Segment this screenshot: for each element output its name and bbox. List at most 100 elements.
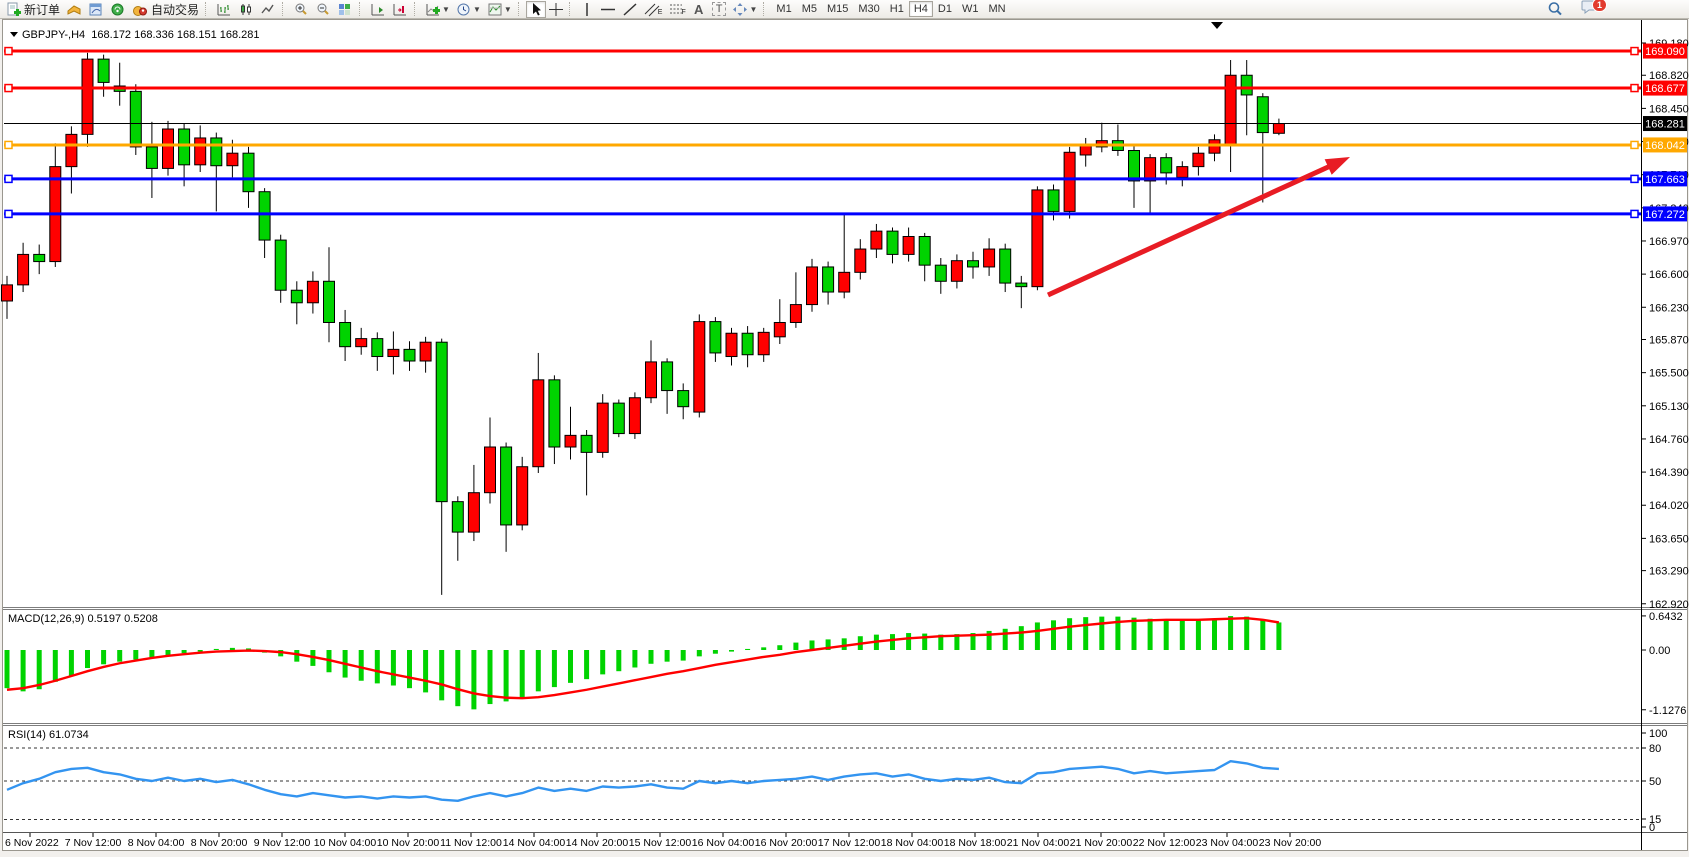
text-label-tool-button[interactable]: T [709,1,730,18]
cursor-tool-button[interactable] [525,0,546,18]
tile-windows-button[interactable] [334,1,356,18]
line-chart-button[interactable] [257,1,279,18]
macd-histogram-bar [664,650,670,662]
templates-button[interactable]: ▼ [484,1,515,18]
macd-histogram-bar [1147,618,1153,650]
arrows-icon [733,2,748,16]
timeframe-h1-button[interactable]: H1 [885,1,909,17]
timeframe-h4-button[interactable]: H4 [908,1,933,17]
candle-body-bull [65,133,78,168]
line-handle-right[interactable] [1630,46,1639,56]
trend-arrow-annotation[interactable] [1046,157,1350,298]
bar-chart-button[interactable] [213,1,235,18]
macd-histogram-bar [117,650,123,662]
zoom-out-button[interactable] [312,1,334,18]
macd-tick-label: 0.6432 [1649,611,1683,623]
macd-histogram-bar [197,650,203,652]
candle [950,254,963,289]
line-chart-icon [261,4,274,13]
fibonacci-tool-button[interactable]: F [665,1,688,18]
candle-body-bull [1176,166,1189,178]
candle-body-bull [516,466,529,526]
macd-pane[interactable] [3,610,1641,723]
candle [1015,275,1028,309]
candle-body-bull [870,230,883,250]
price-badge-bg [1643,43,1687,59]
auto-scroll-button[interactable] [367,1,389,18]
line-handle-right[interactable] [1630,209,1639,219]
candle [17,242,30,293]
candle-body-bear [918,235,931,266]
autotrading-button[interactable]: 自动交易 [129,1,202,18]
trendline-tool-button[interactable] [619,1,641,18]
line-handle-left[interactable] [4,140,13,150]
chart-collapse-icon[interactable] [10,32,18,37]
price-badge: 168.042 [1643,137,1687,153]
timeframe-d1-button[interactable]: D1 [933,1,957,17]
date-tick-label: 23 Nov 20:00 [1259,837,1322,849]
bar-chart-icon [217,3,231,15]
timeframe-toolbar: M1 M5 M15 M30 H1 H4 D1 W1 MN [771,1,1010,17]
line-handle-right[interactable] [1630,140,1639,150]
timeframe-m5-button[interactable]: M5 [797,1,822,17]
zoom-in-button[interactable] [290,1,312,18]
indicators-button[interactable]: ▼ [422,1,453,18]
crosshair-tool-button[interactable] [546,1,566,18]
candle-body-bull [306,280,319,304]
candle-body-bear [999,248,1012,284]
macd-histogram-bar [712,650,718,654]
macd-histogram-bar [165,650,171,656]
line-handle-left[interactable] [4,83,13,93]
candle [532,352,545,473]
line-handle-left[interactable] [4,209,13,219]
timeframe-m30-button[interactable]: M30 [853,1,884,17]
arrow-shaft[interactable] [1046,162,1335,298]
timeframe-m1-button[interactable]: M1 [771,1,796,17]
toolbar-separator [763,2,768,16]
timeframe-mn-button[interactable]: MN [983,1,1010,17]
candlestick-chart-button[interactable] [235,1,257,18]
equidistant-channel-tool-button[interactable]: E [641,1,666,18]
date-tick-label: 14 Nov 20:00 [566,837,629,849]
signals-button[interactable] [107,1,129,18]
line-handle-right[interactable] [1630,83,1639,93]
timeframe-m15-button[interactable]: M15 [822,1,853,17]
macd-histogram-bar [423,650,429,693]
main-chart-plot-area[interactable] [3,20,1641,607]
line-handle-left[interactable] [4,174,13,184]
candle [290,281,303,325]
macd-histogram-bar [1018,626,1024,650]
macd-histogram-bar [503,650,509,702]
market-watch-button[interactable] [63,1,85,18]
arrows-tool-button[interactable]: ▼ [729,1,760,18]
data-window-button[interactable] [85,1,107,18]
macd-histogram-bar [471,650,477,710]
chart-shift-button[interactable] [389,1,411,18]
vertical-line-tool-button[interactable] [577,1,597,18]
macd-histogram-bar [4,650,10,689]
price-tick-label: 166.970 [1649,236,1689,248]
line-handle-right[interactable] [1630,174,1639,184]
price-badge: 168.677 [1643,80,1687,96]
horizontal-level-line[interactable] [4,140,1641,150]
text-label-icon: T [711,2,727,16]
date-tick-label: 8 Nov 04:00 [128,837,185,849]
candle [628,392,641,439]
horizontal-line-tool-button[interactable] [597,1,619,18]
line-handle-left[interactable] [4,46,13,56]
macd-histogram-bar [1034,622,1040,650]
search-button[interactable] [1544,1,1567,18]
timeframe-w1-button[interactable]: W1 [957,1,984,17]
new-order-button[interactable]: 新订单 [2,1,63,18]
horizontal-level-line[interactable] [4,209,1641,219]
horizontal-level-line[interactable] [4,83,1641,93]
candle-body-bear [612,402,625,435]
notifications-button[interactable]: 1 [1581,0,1607,20]
text-tool-button[interactable]: A [689,1,709,18]
periods-button[interactable]: ▼ [453,1,484,18]
date-tick-label: 10 Nov 04:00 [314,837,377,849]
horizontal-level-line[interactable] [4,46,1641,56]
macd-histogram-bar [1228,616,1234,650]
horizontal-level-line[interactable] [4,174,1641,184]
rsi-line [6,760,1279,802]
